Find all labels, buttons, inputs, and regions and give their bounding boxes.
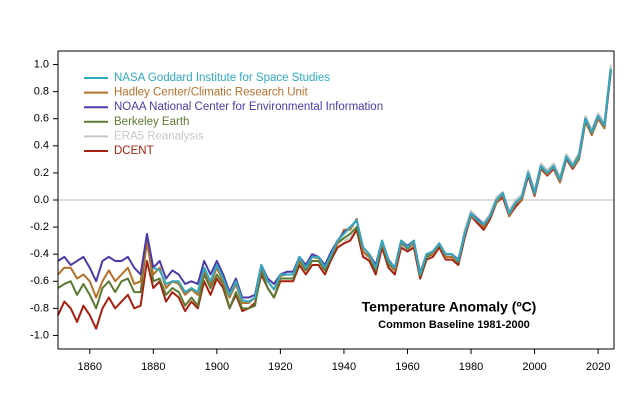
y-tick-label: -0.2: [30, 221, 49, 233]
legend-label: DCENT: [114, 145, 154, 157]
x-tick-label: 2000: [522, 361, 546, 373]
y-tick-label: 0.6: [34, 113, 49, 125]
legend-label: NASA Goddard Institute for Space Studies: [114, 72, 330, 84]
x-tick-label: 2020: [586, 361, 610, 373]
y-tick-label: -1.0: [30, 329, 49, 341]
x-tick-label: 1860: [78, 361, 102, 373]
y-tick-label: 0.2: [34, 167, 49, 179]
legend-label: Berkeley Earth: [114, 116, 189, 128]
x-tick-label: 1980: [459, 361, 483, 373]
y-tick-label: -0.8: [30, 302, 49, 314]
y-tick-label: 0.4: [34, 140, 49, 152]
subtitle: Common Baseline 1981-2000: [378, 319, 530, 331]
y-tick-label: -0.4: [30, 248, 49, 260]
plot-frame: [57, 50, 615, 350]
x-tick-label: 1900: [205, 361, 229, 373]
annotation: Temperature Anomaly (ºC): [362, 299, 537, 315]
y-tick-label: 0.0: [34, 194, 49, 206]
legend-label: NOAA National Center for Environmental I…: [114, 101, 383, 113]
series-line: [57, 71, 612, 330]
y-tick-label: 1.0: [34, 58, 49, 70]
y-tick-label: 0.8: [34, 86, 49, 98]
x-tick-label: 1920: [268, 361, 292, 373]
x-tick-label: 1960: [395, 361, 419, 373]
series-line: [152, 68, 612, 303]
legend-label: ERA5 Reanalysis: [114, 130, 204, 142]
y-tick-label: -0.6: [30, 275, 49, 287]
legend-label: Hadley Center/Climatic Research Unit: [114, 87, 308, 99]
x-tick-label: 1880: [141, 361, 165, 373]
x-tick-label: 1940: [332, 361, 356, 373]
